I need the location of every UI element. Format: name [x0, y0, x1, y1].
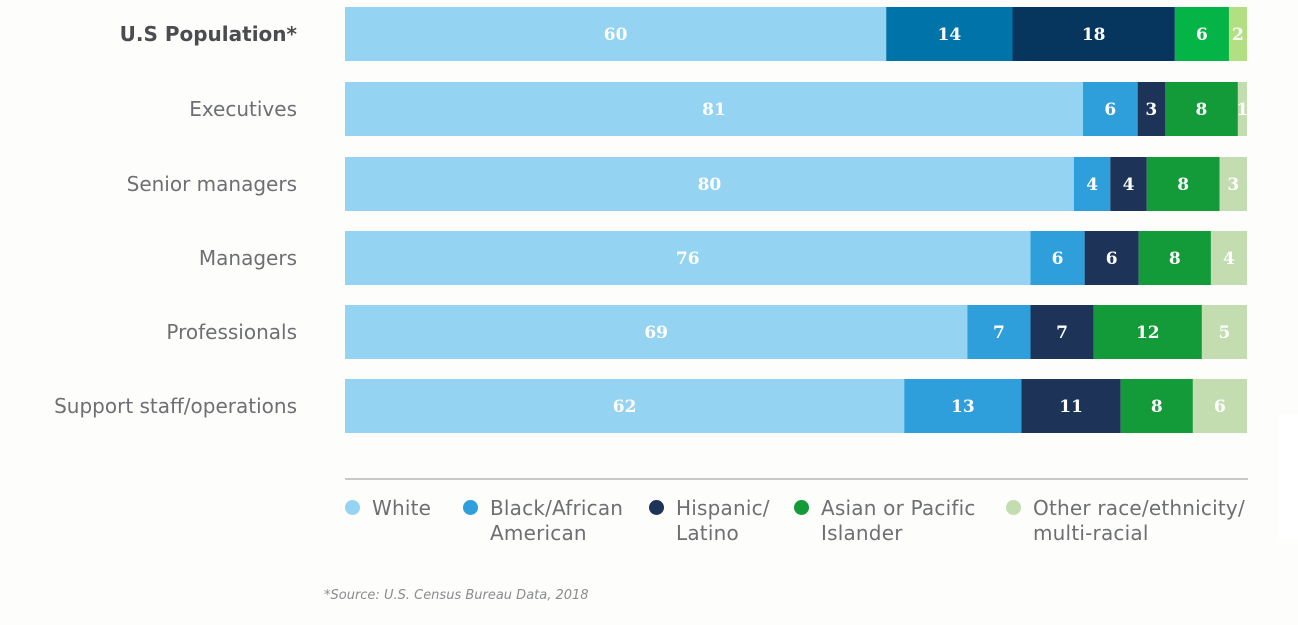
bar-segment-black — [886, 7, 1013, 61]
bars-group: 60 14 18 6 281 6 3 8 180 4 4 8 376 6 6 8 469 7 7 12 562 13 11 8… — [345, 7, 1248, 433]
bar-segment-other — [1201, 305, 1247, 359]
legend-label-white: White — [372, 496, 432, 520]
bar-segment-white — [345, 305, 968, 359]
legend: White Black/African American Hispanic/ L… — [345, 496, 1265, 556]
bar-segment-asian — [1174, 7, 1229, 61]
bar-segment-other — [1219, 157, 1247, 211]
legend-item-white: White — [345, 496, 431, 521]
bar-segment-asian — [1165, 82, 1238, 136]
data-label-black: 4 — [1086, 175, 1098, 195]
data-label-asian: 8 — [1169, 249, 1181, 269]
data-label-asian: 8 — [1151, 397, 1163, 417]
bar-segment-black — [967, 305, 1031, 359]
legend-label-black: Black/African American — [490, 496, 624, 545]
legend-item-other: Other race/ethnicity/ multi-racial — [1006, 496, 1245, 546]
bar-segment-other — [1192, 379, 1247, 433]
bar-segment-hispanic — [1137, 82, 1165, 136]
data-label-hispanic: 7 — [1056, 323, 1068, 343]
bar-segment-hispanic — [1021, 379, 1121, 433]
legend-item-asian: Asian or Pacific Islander — [794, 496, 976, 546]
row-labels-group: U.S Population* Executives Senior managers… — [54, 22, 297, 418]
data-label-other: 3 — [1227, 175, 1239, 195]
data-label-black: 7 — [993, 323, 1005, 343]
row-label: Professionals — [166, 320, 297, 344]
data-label-hispanic: 3 — [1145, 100, 1157, 120]
row-label: Senior managers — [127, 172, 297, 196]
data-label-hispanic: 4 — [1123, 175, 1135, 195]
edge-panel — [1278, 414, 1298, 540]
bar-segment-black — [1030, 231, 1085, 285]
legend-item-hispanic: Hispanic/ Latino — [649, 496, 770, 546]
data-label-hispanic: 11 — [1059, 397, 1083, 417]
bar-segment-white — [345, 379, 905, 433]
data-label-white: 80 — [698, 175, 722, 195]
legend-dot-other — [1006, 500, 1021, 515]
data-label-black: 14 — [938, 25, 962, 45]
data-label-white: 60 — [604, 25, 628, 45]
bar-segment-other — [1210, 231, 1247, 285]
data-label-asian: 12 — [1136, 323, 1160, 343]
data-label-black: 6 — [1052, 249, 1064, 269]
bar-segment-other — [1228, 7, 1247, 61]
legend-dot-asian — [794, 500, 809, 515]
bar-segment-white — [345, 82, 1083, 136]
bar-segment-asian — [1146, 157, 1220, 211]
data-label-asian: 8 — [1177, 175, 1189, 195]
row-label: Managers — [199, 246, 297, 270]
row-label: Executives — [189, 97, 297, 121]
data-label-white: 69 — [644, 323, 668, 343]
source-note: *Source: U.S. Census Bureau Data, 2018 — [324, 588, 589, 603]
legend-dot-black — [463, 500, 478, 515]
legend-label-asian: Asian or Pacific Islander — [821, 496, 976, 545]
legend-label-hispanic: Hispanic/ Latino — [676, 496, 770, 545]
data-label-hispanic: 18 — [1082, 25, 1106, 45]
bar-segment-white — [345, 157, 1074, 211]
data-label-other: 5 — [1219, 323, 1231, 343]
bar-segment-hispanic — [1012, 7, 1175, 61]
row-label: U.S Population* — [120, 22, 298, 46]
bar-segment-other — [1237, 82, 1247, 136]
bar-segment-asian — [1120, 379, 1193, 433]
data-label-other: 1 — [1237, 100, 1249, 120]
legend-dot-white — [345, 500, 360, 515]
data-label-hispanic: 6 — [1106, 249, 1118, 269]
data-label-white: 62 — [613, 397, 637, 417]
data-label-other: 6 — [1214, 397, 1226, 417]
bar-segment-white — [345, 231, 1031, 285]
data-label-other: 2 — [1232, 25, 1244, 45]
row-label: Support staff/operations — [54, 394, 297, 418]
legend-label-other: Other race/ethnicity/ multi-racial — [1033, 496, 1245, 545]
legend-dot-hispanic — [649, 500, 664, 515]
bar-segment-hispanic — [1110, 157, 1147, 211]
bar-segment-asian — [1138, 231, 1211, 285]
bar-segment-black — [904, 379, 1022, 433]
bar-segment-white — [345, 7, 887, 61]
bar-segment-black — [1083, 82, 1138, 136]
bar-segment-black — [1073, 157, 1111, 211]
data-label-white: 81 — [702, 100, 726, 120]
bar-segment-hispanic — [1030, 305, 1094, 359]
data-label-white: 76 — [676, 249, 700, 269]
data-label-black: 6 — [1104, 100, 1116, 120]
data-label-asian: 8 — [1196, 100, 1208, 120]
bar-segment-asian — [1093, 305, 1202, 359]
data-label-asian: 6 — [1196, 25, 1208, 45]
legend-item-black: Black/African American — [463, 496, 623, 546]
data-label-other: 4 — [1223, 249, 1235, 269]
data-label-black: 13 — [951, 397, 975, 417]
bar-segment-hispanic — [1084, 231, 1139, 285]
